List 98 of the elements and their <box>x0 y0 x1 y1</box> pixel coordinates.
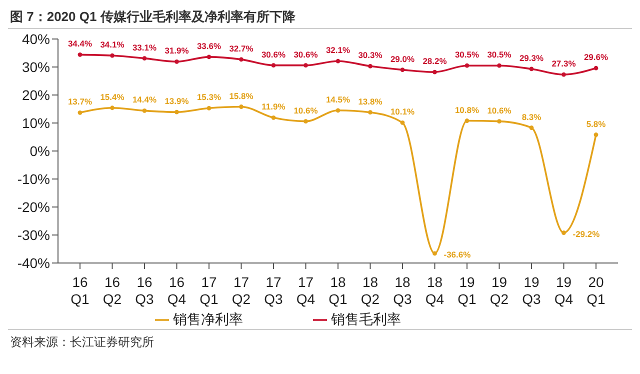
data-label: 15.3% <box>196 92 222 102</box>
data-label: 34.1% <box>100 40 125 50</box>
data-label: -36.6% <box>444 249 472 260</box>
data-label: 33.6% <box>196 40 222 51</box>
point <box>174 59 179 64</box>
y-tick-label: -10% <box>17 170 50 187</box>
data-label: 8.3% <box>522 112 542 122</box>
data-label: 10.1% <box>390 106 415 117</box>
point <box>78 52 82 57</box>
x-tick-label: 18 Q2 <box>360 274 380 307</box>
data-label: 32.1% <box>326 45 350 56</box>
data-label: 13.9% <box>164 96 190 106</box>
point <box>432 251 437 256</box>
point <box>529 66 534 72</box>
point <box>562 72 566 77</box>
point <box>304 119 308 124</box>
data-label: 29.3% <box>519 52 544 63</box>
x-tick-label: 17 Q4 <box>296 274 316 307</box>
chart-title: 图 7：2020 Q1 传媒行业毛利率及净利率有所下降 <box>8 8 632 29</box>
data-label: 31.9% <box>164 46 190 56</box>
point <box>174 110 179 114</box>
data-label: 30.6% <box>261 49 286 60</box>
y-tick-label: 20% <box>22 86 50 103</box>
point <box>562 230 566 235</box>
x-tick-label: 16 Q4 <box>167 274 186 307</box>
data-label: 30.3% <box>358 50 383 60</box>
data-label: 29.6% <box>584 52 608 62</box>
point <box>368 110 372 115</box>
point <box>432 70 437 74</box>
data-label: 30.5% <box>487 50 512 60</box>
data-label: 30.6% <box>294 49 318 60</box>
point <box>110 53 114 58</box>
data-label: 15.8% <box>229 90 254 101</box>
x-tick-label: 17 Q1 <box>200 274 219 307</box>
x-tick-label: 18 Q3 <box>393 274 412 307</box>
point <box>594 132 598 137</box>
x-tick-label: 18 Q4 <box>425 274 444 307</box>
y-tick-label: 40% <box>22 30 50 47</box>
x-tick-label: 19 Q4 <box>554 274 574 307</box>
point <box>594 66 598 70</box>
x-tick-label: 17 Q2 <box>232 274 251 307</box>
data-label: 34.4% <box>68 38 92 49</box>
point <box>464 63 470 68</box>
data-label: 10.8% <box>454 104 480 115</box>
data-label: 14.4% <box>132 94 157 105</box>
point <box>497 119 502 124</box>
y-tick-label: -20% <box>17 198 50 215</box>
y-tick-label: -40% <box>17 254 50 271</box>
text: 资料来源：长江证券研究所 <box>8 329 632 351</box>
y-tick-label: 10% <box>22 114 50 131</box>
data-label: 33.1% <box>132 42 157 52</box>
legend-label: 销售净利率 <box>173 311 243 327</box>
y-tick-label: -30% <box>17 226 50 243</box>
point <box>336 108 340 113</box>
data-label: 13.8% <box>358 96 383 106</box>
point <box>239 104 244 109</box>
point <box>464 118 470 123</box>
y-tick-label: 30% <box>22 58 50 75</box>
data-label: 28.2% <box>422 56 448 66</box>
data-label: 10.6% <box>294 105 318 116</box>
point <box>271 115 276 120</box>
point <box>206 106 212 110</box>
legend-label: 销售毛利率 <box>331 311 401 327</box>
data-label: 10.6% <box>487 105 512 116</box>
point <box>368 64 372 68</box>
x-tick-label: 19 Q3 <box>522 274 542 307</box>
data-label: 11.9% <box>262 102 286 112</box>
data-label: 27.3% <box>552 58 576 69</box>
x-tick-label: 18 Q1 <box>328 274 348 307</box>
data-label: 15.4% <box>100 92 125 102</box>
data-label: 13.7% <box>68 96 92 107</box>
point <box>271 63 276 68</box>
point <box>304 63 308 68</box>
data-label: 29.0% <box>390 54 415 64</box>
x-tick-label: 19 Q2 <box>490 274 509 307</box>
point <box>142 108 147 113</box>
point <box>400 120 405 125</box>
x-tick-label: 16 Q2 <box>102 274 122 307</box>
point <box>239 57 244 62</box>
data-label: -29.2% <box>572 228 600 239</box>
point <box>529 126 534 130</box>
point <box>497 63 502 68</box>
data-label: 30.5% <box>454 50 480 60</box>
point <box>336 58 340 64</box>
x-tick-label: 19 Q1 <box>458 274 477 307</box>
point <box>206 54 212 60</box>
point <box>142 56 147 61</box>
data-label: 32.7% <box>229 43 254 54</box>
data-label: 5.8% <box>586 118 606 129</box>
x-tick-label: 20 Q1 <box>586 274 606 307</box>
point <box>110 106 114 110</box>
data-label: 14.5% <box>326 94 350 104</box>
point <box>78 110 82 115</box>
x-tick-label: 16 Q3 <box>135 274 154 307</box>
point <box>400 68 405 72</box>
x-tick-label: 16 Q1 <box>70 274 90 307</box>
y-tick-label: 0% <box>30 142 50 159</box>
x-tick-label: 17 Q3 <box>264 274 284 307</box>
